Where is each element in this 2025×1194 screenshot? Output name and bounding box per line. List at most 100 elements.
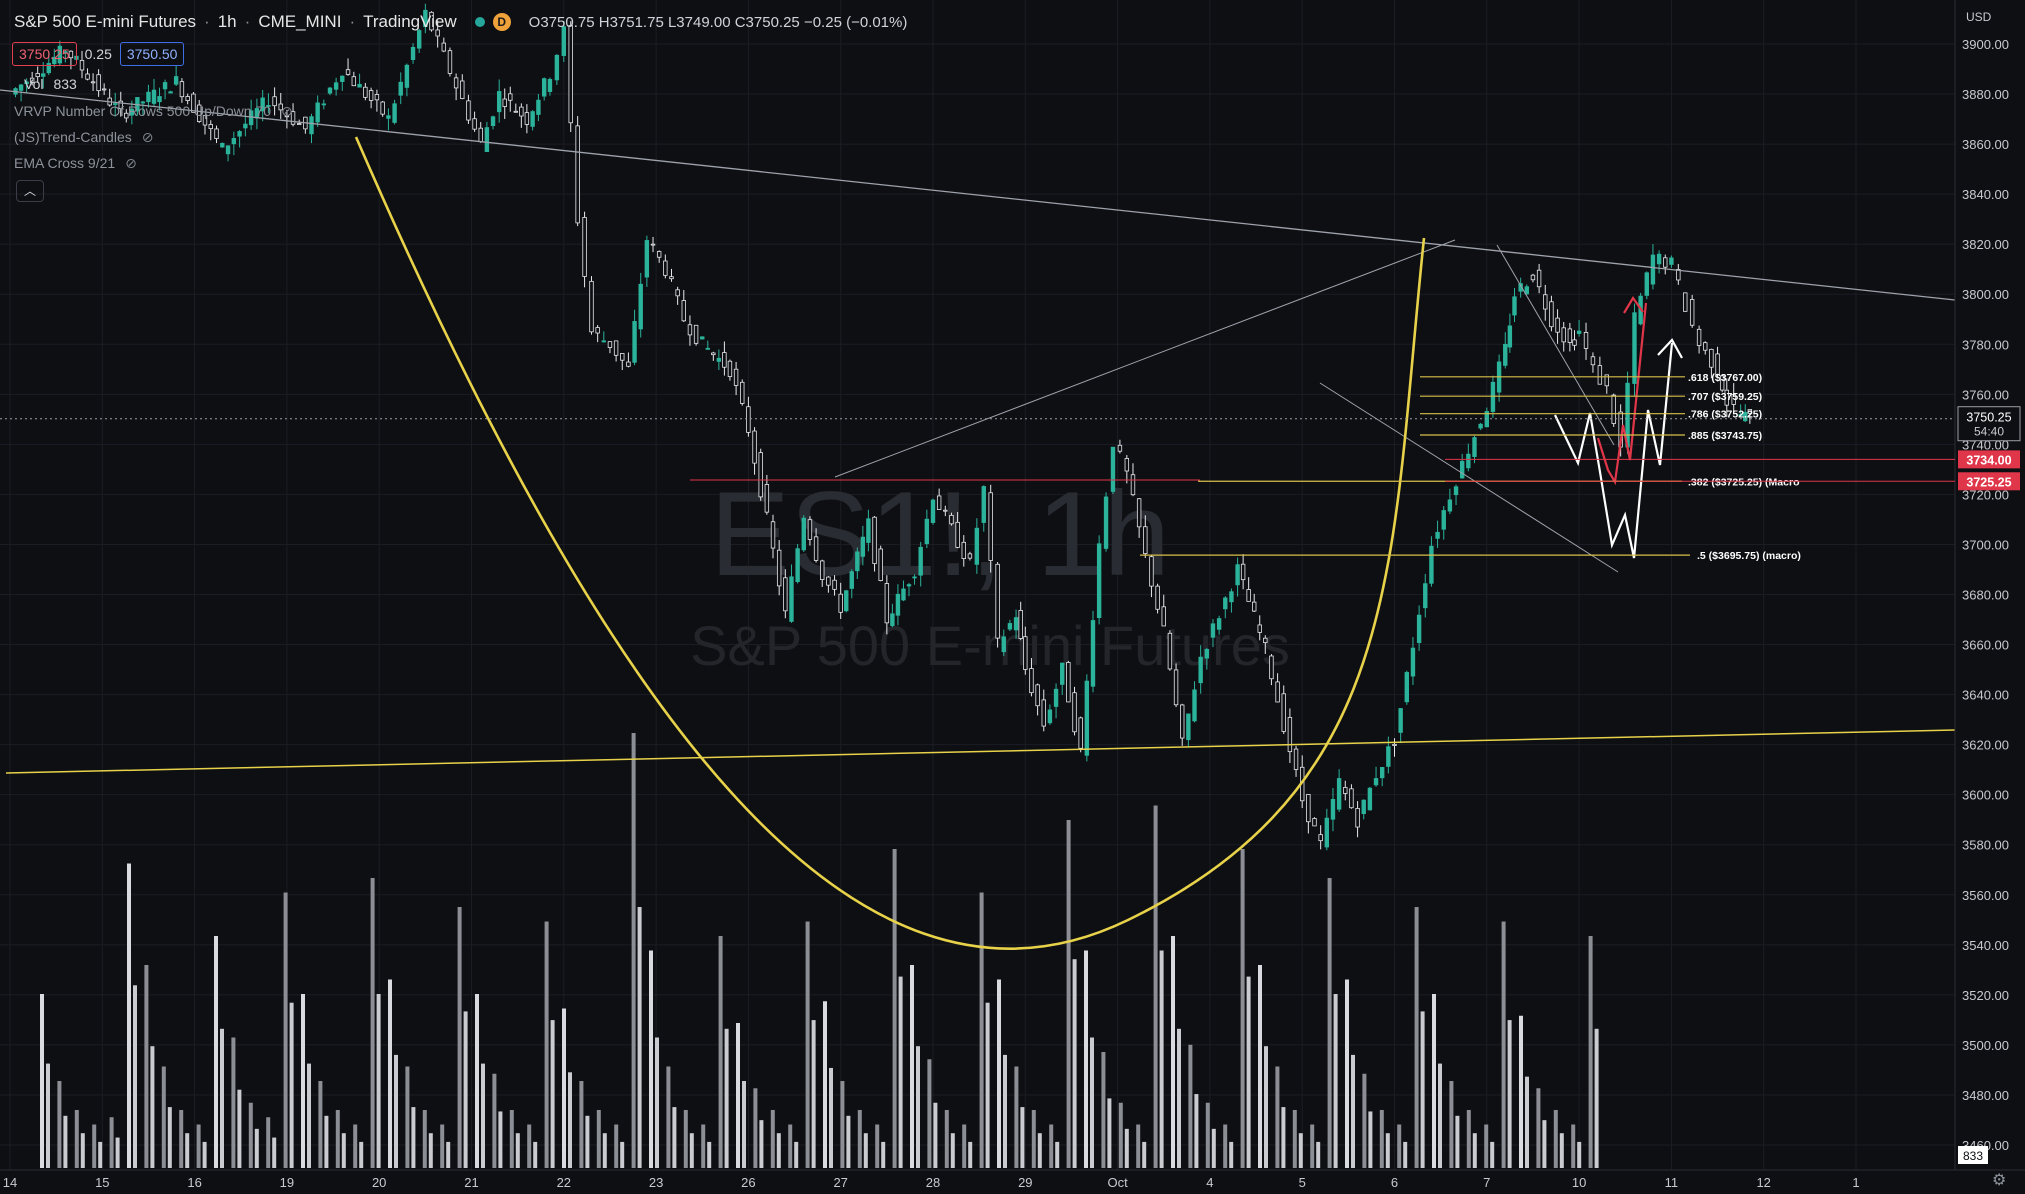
candle-body [472, 118, 477, 130]
volume-bar [1084, 950, 1088, 1168]
volume-bar [1414, 907, 1419, 1168]
volume-bar [237, 1089, 242, 1168]
candle-body [1709, 348, 1714, 368]
volume-bar [179, 1110, 184, 1168]
volume-bar [794, 1141, 799, 1168]
delayed-badge[interactable]: D [492, 13, 511, 31]
rising-wedge-line [834, 239, 1456, 478]
volume-bar [1171, 936, 1175, 1168]
currency-label[interactable]: USD [1966, 10, 1992, 24]
eye-slash-icon[interactable]: ⊘ [141, 129, 154, 145]
volume-bar [411, 1107, 416, 1168]
candle-body [1007, 623, 1013, 630]
candle-body [1041, 699, 1046, 727]
buy-price-button[interactable]: 3750.50 [119, 42, 185, 66]
candle-body [1023, 636, 1028, 670]
candle-body [1447, 499, 1453, 512]
volume-bar [683, 1110, 688, 1168]
candle-body [700, 336, 705, 340]
volume-bar [718, 936, 723, 1168]
y-tick-label: 3860.00 [1962, 137, 2009, 152]
volume-bar [46, 1063, 50, 1168]
eye-slash-icon[interactable]: ⊘ [281, 103, 293, 119]
y-tick-label: 3780.00 [1962, 337, 2009, 352]
candlesticks [13, 3, 1753, 851]
candle-body [1210, 623, 1216, 638]
watermark-name: S&P 500 E-mini Futures [690, 614, 1290, 677]
candle-body [1663, 257, 1668, 268]
eye-slash-icon[interactable]: ⊘ [125, 155, 137, 171]
candle-body [1669, 257, 1674, 265]
volume-bar [1159, 950, 1164, 1168]
price-tag-label: 3725.25 [1966, 475, 2011, 489]
x-tick-label: 26 [741, 1175, 755, 1190]
candle-body [764, 484, 770, 513]
volume-bar [144, 965, 149, 1168]
volume-bar [457, 907, 462, 1168]
candle-body [1103, 496, 1109, 549]
candle-body [284, 115, 290, 118]
candle-body [589, 280, 594, 333]
volume-bar [1501, 921, 1506, 1168]
candle-body [650, 243, 656, 246]
candle-body [185, 96, 190, 101]
gear-icon[interactable]: ⚙ [1992, 1172, 2007, 1189]
indicator-trend-candles[interactable]: (JS)Trend-Candles ⊘ [14, 129, 153, 146]
candle-body [1281, 693, 1286, 732]
indicator-vrvp[interactable]: VRVP Number Of Rows 500 Up/Down 70 ⊘ [14, 103, 293, 120]
volume-bar [335, 1110, 340, 1168]
volume-bar [1571, 1124, 1576, 1168]
candle-body [208, 124, 213, 130]
volume-bar [376, 994, 381, 1168]
candle-body [398, 81, 403, 96]
volume-bar [428, 1133, 433, 1168]
volume-bar [829, 1067, 833, 1168]
chevron-up-icon[interactable]: ︿ [16, 180, 44, 202]
candle-body [453, 77, 459, 89]
x-tick-label: 29 [1018, 1175, 1032, 1190]
indicator-ema-cross[interactable]: EMA Cross 9/21 ⊘ [14, 155, 137, 172]
platform-label: TradingView [363, 12, 457, 31]
x-tick-label: 28 [926, 1175, 940, 1190]
volume-bar [115, 1137, 120, 1168]
market-open-icon [474, 17, 485, 27]
candle-body [807, 519, 813, 540]
candle-body [496, 91, 502, 113]
candle-body [441, 42, 447, 52]
indicator-volume[interactable]: Vol 833 [14, 76, 77, 92]
candle-body [1066, 662, 1071, 703]
interval-label[interactable]: 1h [217, 12, 237, 31]
candle-body [1275, 681, 1280, 703]
candle-body [315, 102, 320, 123]
sell-price-button[interactable]: 3750.25 [12, 42, 77, 66]
candle-body [1084, 680, 1090, 756]
time-axis[interactable]: 14 15 16 19 20 21 22 23 26 27 28 29 Oct 4 5 6 7 10 11 12 1 [0, 1169, 2025, 1190]
volume-bar [1153, 805, 1158, 1168]
volume-bar [1264, 1046, 1268, 1168]
volume-bar [475, 994, 479, 1168]
candle-body [1478, 423, 1483, 429]
volume-bar [1090, 1037, 1094, 1168]
volume-bar [579, 1081, 584, 1168]
candle-body [333, 82, 339, 90]
candle-body [368, 90, 374, 101]
candle-body [1287, 717, 1293, 753]
candle-body [924, 518, 930, 545]
projection-red-arrow [1623, 295, 1644, 314]
candle-body [801, 517, 806, 551]
candle-body [513, 110, 519, 113]
volume-bar [1368, 1111, 1373, 1168]
volume-bar [1246, 976, 1251, 1168]
candle-body [1507, 325, 1513, 348]
volume-bar [1275, 1066, 1280, 1168]
x-tick-label: 19 [280, 1175, 294, 1190]
volume-bar [1559, 1133, 1564, 1168]
candle-body [1549, 301, 1554, 328]
candle-body [752, 430, 757, 464]
candle-body [783, 577, 788, 612]
symbol-title[interactable]: S&P 500 E-mini Futures [14, 12, 197, 31]
candle-body [162, 82, 168, 90]
volume-bar [1397, 1124, 1402, 1168]
candle-body [1246, 589, 1251, 602]
